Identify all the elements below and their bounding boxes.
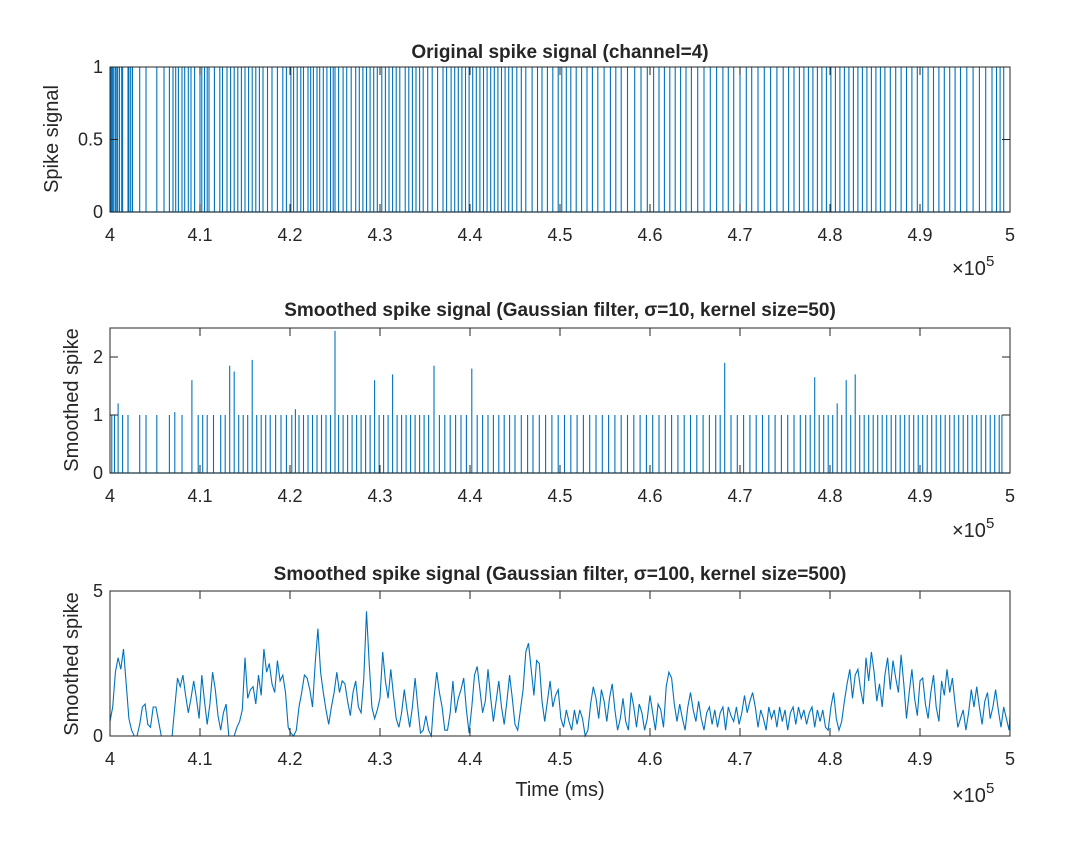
y-tick-label: 0 (93, 463, 103, 483)
plot-title: Original spike signal (channel=4) (411, 42, 708, 63)
x-tick-label: 4.9 (907, 225, 932, 245)
x-tick-label: 4 (105, 486, 115, 506)
x-axis-label: Time (ms) (515, 779, 604, 801)
y-tick-label: 2 (93, 347, 103, 367)
x-tick-label: 4 (105, 225, 115, 245)
x-tick-label: 4.6 (637, 225, 662, 245)
x-exponent-label: ×105 (952, 515, 994, 542)
x-tick-label: 4.8 (817, 486, 842, 506)
y-ticks: 00.51 (78, 57, 1010, 222)
plot-smoothed-sigma-100: Smoothed spike signal (Gaussian filter, … (61, 564, 1015, 807)
x-exponent-label: ×105 (952, 780, 994, 807)
y-tick-label: 0 (93, 202, 103, 222)
x-tick-label: 4.1 (187, 749, 212, 769)
x-tick-label: 4 (105, 749, 115, 769)
x-ticks: 4 4.1 4.2 4.3 4.4 4.5 4.6 4.7 4.8 4.9 5 (105, 67, 1015, 245)
plot-title: Smoothed spike signal (Gaussian filter, … (284, 300, 836, 321)
y-axis-label: Smoothed spike (61, 328, 83, 471)
x-ticks: 4 4.1 4.2 4.3 4.4 4.5 4.6 4.7 4.8 4.9 5 (105, 591, 1015, 769)
exponent-base: ×10 (952, 520, 986, 542)
y-axis-label: Spike signal (41, 85, 63, 193)
x-tick-label: 5 (1005, 225, 1015, 245)
x-tick-label: 4.2 (277, 225, 302, 245)
y-axis-label: Smoothed spike (61, 592, 83, 735)
exponent-base: ×10 (952, 785, 986, 807)
exponent-base: ×10 (952, 258, 986, 280)
series-marks (110, 330, 1010, 474)
x-tick-label: 5 (1005, 749, 1015, 769)
x-tick-label: 4.1 (187, 225, 212, 245)
x-tick-label: 4.5 (547, 225, 572, 245)
svg-text:×105: ×105 (952, 780, 994, 807)
x-tick-label: 4.2 (277, 749, 302, 769)
x-tick-label: 4.6 (637, 486, 662, 506)
svg-text:×105: ×105 (952, 515, 994, 542)
x-tick-label: 4.6 (637, 749, 662, 769)
x-tick-label: 4.2 (277, 486, 302, 506)
plot-original-spike: Original spike signal (channel=4) Spike … (41, 42, 1015, 280)
y-tick-label: 5 (93, 581, 103, 601)
x-tick-label: 4.7 (727, 749, 752, 769)
y-tick-label: 0.5 (78, 130, 103, 150)
y-ticks: 05 (93, 581, 1010, 746)
x-tick-label: 4.8 (817, 225, 842, 245)
y-tick-label: 0 (93, 726, 103, 746)
y-ticks: 0 1 2 (93, 347, 1010, 483)
y-tick-label: 1 (93, 57, 103, 77)
y-tick-label: 1 (93, 405, 103, 425)
series-marks (109, 611, 1011, 739)
x-tick-label: 4.3 (367, 486, 392, 506)
x-tick-label: 4.5 (547, 486, 572, 506)
x-tick-label: 4.1 (187, 486, 212, 506)
exponent-power: 5 (986, 780, 994, 797)
axes-frame (109, 327, 1011, 474)
x-tick-label: 4.7 (727, 225, 752, 245)
exponent-power: 5 (986, 253, 994, 270)
plot-smoothed-sigma-10: Smoothed spike signal (Gaussian filter, … (61, 300, 1015, 542)
x-tick-label: 4.4 (457, 225, 482, 245)
x-ticks: 4 4.1 4.2 4.3 4.4 4.5 4.6 4.7 4.8 4.9 5 (105, 328, 1015, 506)
x-tick-label: 4.4 (457, 486, 482, 506)
series-line (109, 611, 1011, 739)
x-tick-label: 4.9 (907, 749, 932, 769)
plot-title: Smoothed spike signal (Gaussian filter, … (274, 564, 847, 585)
x-tick-label: 4.7 (727, 486, 752, 506)
svg-text:×105: ×105 (952, 253, 994, 280)
series-marks (109, 67, 1010, 213)
x-tick-label: 4.3 (367, 749, 392, 769)
x-tick-label: 4.4 (457, 749, 482, 769)
x-tick-label: 4.5 (547, 749, 572, 769)
x-tick-label: 4.3 (367, 225, 392, 245)
x-tick-label: 5 (1005, 486, 1015, 506)
x-exponent-label: ×105 (952, 253, 994, 280)
x-tick-label: 4.8 (817, 749, 842, 769)
exponent-power: 5 (986, 515, 994, 532)
x-tick-label: 4.9 (907, 486, 932, 506)
